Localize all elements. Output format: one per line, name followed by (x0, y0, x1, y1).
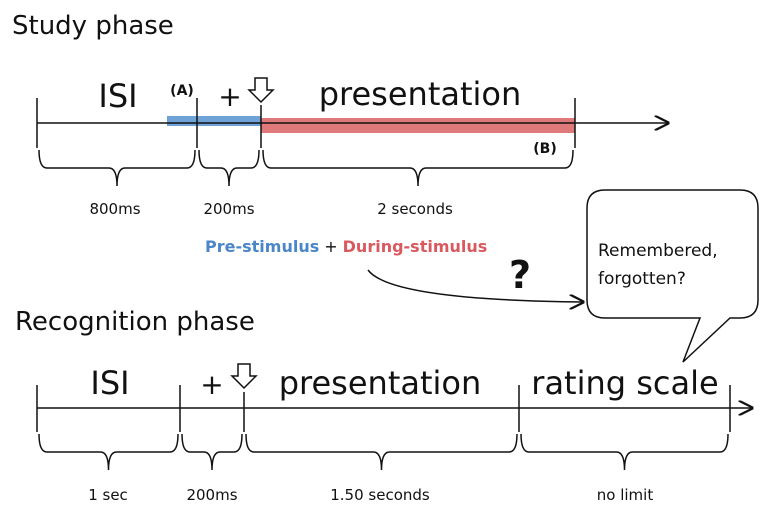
plus: + (324, 237, 337, 256)
segment: + (200, 368, 223, 401)
duration: 2 seconds (377, 200, 453, 218)
duration: 1.50 seconds (330, 486, 430, 504)
duration: 200ms (203, 200, 254, 218)
segment: ISI (90, 364, 129, 402)
pre-bar (167, 116, 261, 126)
segment: ISI (98, 77, 137, 115)
duration: 800ms (89, 200, 140, 218)
study-braces (38, 149, 574, 187)
study-title: Study phase (12, 11, 174, 41)
brace (38, 149, 196, 187)
study-ticks (36, 98, 576, 148)
segment: + (218, 80, 241, 113)
brace (198, 149, 260, 187)
duration: 200ms (186, 486, 237, 504)
duration: 1 sec (88, 486, 128, 504)
brace (245, 433, 518, 471)
segment: rating scale (531, 364, 718, 402)
brace (520, 433, 729, 471)
recognition-braces (38, 433, 729, 471)
recognition-title: Recognition phase (15, 307, 255, 337)
curve-arrow (367, 269, 583, 302)
segment: presentation (319, 75, 522, 113)
segment: presentation (279, 364, 482, 402)
speech-bubble (586, 189, 759, 363)
bubble-line: Remembered, (598, 241, 718, 261)
brace (181, 433, 243, 471)
brace (262, 149, 574, 187)
question: ? (509, 253, 531, 297)
marker: (B) (533, 141, 556, 157)
during-label: During-stimulus (343, 237, 488, 256)
brace (38, 433, 179, 471)
down-arrow (230, 363, 258, 390)
bubble-line: forgotten? (598, 269, 686, 289)
combination: Pre-stimulus + During-stimulus (205, 237, 487, 256)
marker: (A) (170, 83, 194, 99)
down-arrow (247, 77, 275, 104)
during-bar (261, 118, 575, 133)
pre-label: Pre-stimulus (205, 237, 319, 256)
duration: no limit (597, 486, 654, 504)
recognition-ticks (36, 385, 731, 432)
